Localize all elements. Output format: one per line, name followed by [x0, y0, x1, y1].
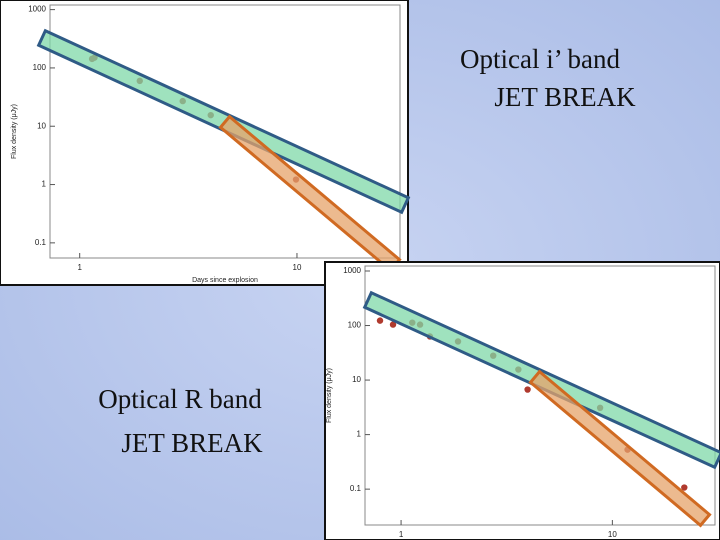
annotation: JET BREAK: [494, 82, 636, 112]
data-point: [524, 386, 531, 393]
y-tick-label: 100: [348, 321, 362, 330]
annotation: Optical R band: [98, 384, 262, 414]
y-tick-label: 1: [42, 180, 47, 189]
y-tick-label: 100: [33, 63, 47, 72]
x-tick-label: 10: [293, 263, 302, 272]
data-point: [389, 321, 397, 328]
annotation: Optical i’ band: [460, 44, 620, 74]
x-tick-label: 1: [77, 263, 82, 272]
y-axis-label: Flux density (μJy): [11, 104, 18, 159]
y-tick-label: 1000: [28, 5, 46, 14]
y-axis-label: Flux density (μJy): [326, 368, 333, 423]
data-point: [681, 484, 688, 491]
x-axis-label: Days since explosion: [192, 277, 258, 284]
highlight-band: [528, 369, 712, 528]
y-tick-label: 0.1: [350, 484, 362, 493]
x-tick-label: 1: [399, 530, 404, 539]
y-tick-label: 1000: [343, 266, 361, 275]
plot-frame: [49, 4, 401, 259]
plot-frame: [364, 265, 716, 526]
y-tick-label: 1: [357, 430, 362, 439]
y-tick-label: 10: [37, 121, 46, 130]
annotation: JET BREAK: [121, 428, 263, 458]
highlight-band: [218, 114, 402, 273]
x-tick-label: 10: [608, 530, 617, 539]
data-point: [376, 317, 384, 324]
y-tick-label: 0.1: [35, 238, 47, 247]
y-tick-label: 10: [352, 375, 361, 384]
